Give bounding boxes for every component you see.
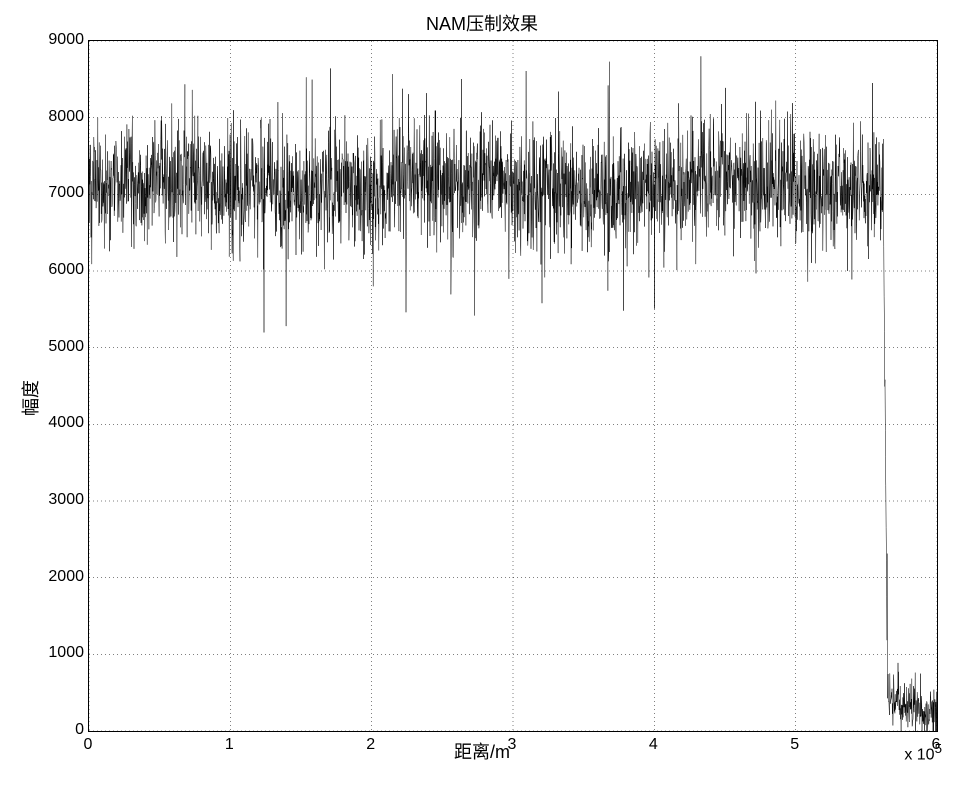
ytick-label: 1000	[24, 644, 84, 662]
chart-title: NAM压制效果	[0, 10, 964, 36]
xtick-label: 2	[366, 736, 375, 754]
plot-area	[88, 40, 938, 732]
ytick-label: 2000	[24, 568, 84, 586]
ytick-label: 8000	[24, 108, 84, 126]
ytick-label: 3000	[24, 491, 84, 509]
xtick-label: 4	[649, 736, 658, 754]
ytick-label: 4000	[24, 414, 84, 432]
xtick-label: 6	[932, 736, 941, 754]
ytick-label: 6000	[24, 261, 84, 279]
xtick-label: 1	[225, 736, 234, 754]
plot-svg	[89, 41, 937, 731]
ytick-label: 5000	[24, 338, 84, 356]
ytick-label: 9000	[24, 31, 84, 49]
y-axis-label: 幅度	[17, 380, 43, 416]
figure-container: NAM压制效果 幅度 距离/m x 105 010002000300040005…	[0, 0, 964, 796]
ytick-label: 7000	[24, 184, 84, 202]
ytick-label: 0	[24, 721, 84, 739]
x-axis-label: 距离/m	[0, 738, 964, 764]
xtick-label: 3	[508, 736, 517, 754]
xtick-label: 5	[790, 736, 799, 754]
xtick-label: 0	[84, 736, 93, 754]
